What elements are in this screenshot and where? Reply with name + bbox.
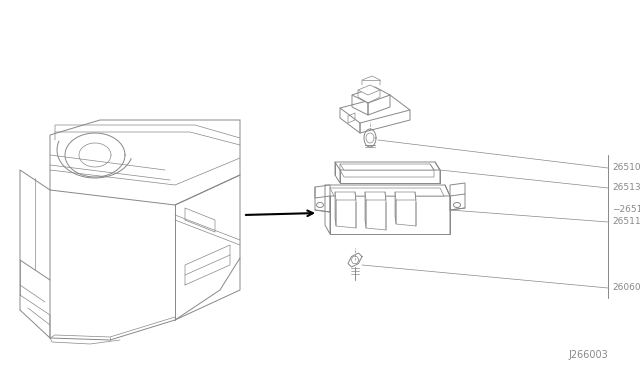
Text: 260601: 260601 <box>612 283 640 292</box>
Polygon shape <box>352 87 390 103</box>
Text: −26510N: −26510N <box>612 205 640 215</box>
Polygon shape <box>358 85 380 95</box>
Polygon shape <box>335 192 356 200</box>
Polygon shape <box>395 192 416 200</box>
Polygon shape <box>340 95 410 123</box>
Text: 26510A: 26510A <box>612 164 640 173</box>
Text: 26511M: 26511M <box>612 218 640 227</box>
Polygon shape <box>340 164 434 170</box>
Text: 26513: 26513 <box>612 183 640 192</box>
Polygon shape <box>325 185 450 196</box>
Polygon shape <box>330 188 444 196</box>
Polygon shape <box>450 183 465 196</box>
Ellipse shape <box>317 202 323 208</box>
Polygon shape <box>315 185 330 198</box>
Polygon shape <box>365 192 386 200</box>
Text: J266003: J266003 <box>568 350 608 360</box>
Polygon shape <box>335 162 440 170</box>
Ellipse shape <box>454 202 461 208</box>
